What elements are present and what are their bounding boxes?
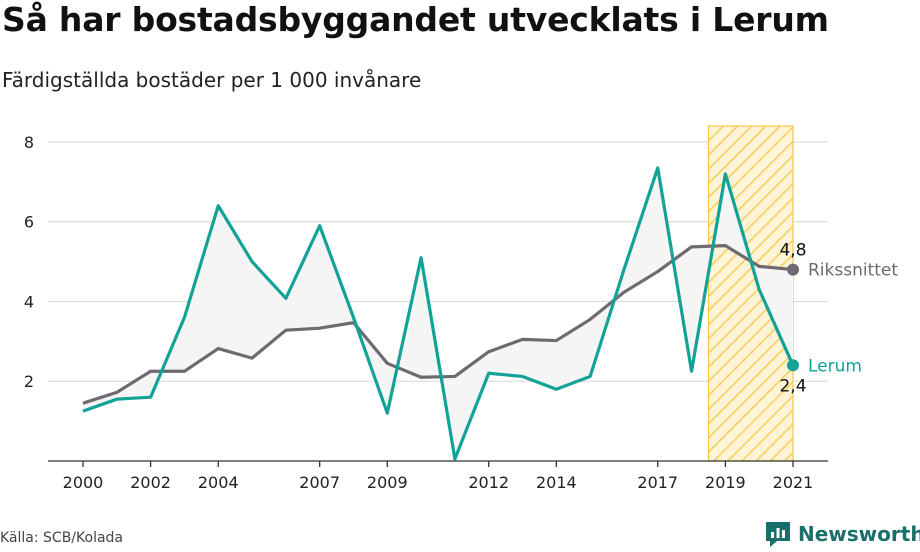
x-tick-label: 2012 xyxy=(468,473,509,492)
series-line-lerum xyxy=(82,166,795,461)
series-line-riks xyxy=(82,244,794,405)
y-tick-label: 8 xyxy=(24,133,34,152)
series-end-value-riks: 4,8 xyxy=(779,241,806,261)
x-tick-label: 2014 xyxy=(536,473,577,492)
series-gap-area xyxy=(83,167,793,460)
series-end-label-riks: Rikssnittet xyxy=(808,261,898,281)
series-end-value-lerum: 2,4 xyxy=(779,376,806,396)
x-tick-label: 2019 xyxy=(705,473,746,492)
newsworthy-logo-icon xyxy=(766,522,790,547)
source-note: Källa: SCB/Kolada xyxy=(0,530,124,546)
x-tick-label: 2000 xyxy=(63,473,104,492)
x-tick-label: 2004 xyxy=(198,473,239,492)
series-end-marker-riks xyxy=(787,263,799,276)
series-end-marker-lerum xyxy=(787,359,799,372)
x-tick-label: 2002 xyxy=(130,473,171,492)
chart-title: Så har bostadsbyggandet utvecklats i Ler… xyxy=(2,0,829,39)
newsworthy-logo: Newsworthy xyxy=(764,519,920,549)
y-tick-label: 4 xyxy=(24,292,34,311)
x-tick-label: 2017 xyxy=(637,473,678,492)
series-end-label-lerum: Lerum xyxy=(808,356,862,376)
brand-name: Newsworthy xyxy=(798,522,920,546)
x-tick-label: 2009 xyxy=(367,473,408,492)
x-tick-label: 2007 xyxy=(299,473,340,492)
x-tick-label: 2021 xyxy=(773,473,814,492)
y-tick-label: 2 xyxy=(24,372,34,391)
chart-subtitle: Färdigställda bostäder per 1 000 invånar… xyxy=(2,68,422,92)
y-tick-label: 6 xyxy=(24,213,34,232)
